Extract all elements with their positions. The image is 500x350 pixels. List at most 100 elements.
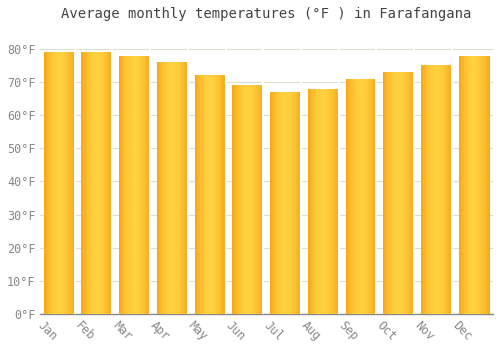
Bar (346, 79, 348, 314)
Bar (424, 65, 425, 314)
Bar (110, 52, 112, 314)
Bar (202, 75, 203, 314)
Bar (297, 92, 298, 314)
Bar (100, 52, 101, 314)
Bar (253, 85, 254, 314)
Bar (458, 56, 460, 314)
Bar (261, 85, 262, 314)
Bar (319, 89, 320, 314)
Bar (436, 65, 438, 314)
Bar (296, 92, 297, 314)
Bar (272, 92, 273, 314)
Bar (172, 62, 174, 314)
Bar (413, 72, 414, 314)
Bar (396, 72, 398, 314)
Bar (260, 85, 261, 314)
Bar (311, 89, 312, 314)
Bar (206, 75, 207, 314)
Bar (94, 52, 95, 314)
Bar (463, 56, 464, 314)
Bar (218, 75, 220, 314)
Bar (365, 79, 366, 314)
Bar (249, 85, 250, 314)
Bar (146, 56, 147, 314)
Bar (160, 62, 161, 314)
Bar (52, 52, 53, 314)
Bar (212, 75, 213, 314)
Bar (374, 79, 376, 314)
Bar (274, 92, 275, 314)
Bar (482, 56, 484, 314)
Bar (357, 79, 358, 314)
Bar (211, 75, 212, 314)
Bar (432, 65, 434, 314)
Bar (358, 79, 359, 314)
Bar (470, 56, 471, 314)
Bar (48, 52, 49, 314)
Bar (142, 56, 143, 314)
Bar (259, 85, 260, 314)
Bar (55, 52, 56, 314)
Bar (56, 52, 57, 314)
Bar (205, 75, 206, 314)
Bar (182, 62, 184, 314)
Bar (72, 52, 74, 314)
Bar (204, 75, 205, 314)
Bar (252, 85, 253, 314)
Bar (384, 72, 386, 314)
Bar (207, 75, 208, 314)
Bar (84, 52, 86, 314)
Bar (467, 56, 468, 314)
Bar (166, 62, 167, 314)
Bar (248, 85, 249, 314)
Bar (421, 65, 422, 314)
Bar (255, 85, 256, 314)
Bar (466, 56, 467, 314)
Bar (64, 52, 66, 314)
Bar (446, 65, 447, 314)
Bar (400, 72, 401, 314)
Bar (167, 62, 168, 314)
Bar (348, 79, 350, 314)
Bar (187, 62, 188, 314)
Bar (447, 65, 448, 314)
Bar (60, 52, 61, 314)
Title: Average monthly temperatures (°F ) in Farafangana: Average monthly temperatures (°F ) in Fa… (62, 7, 472, 21)
Bar (270, 92, 271, 314)
Bar (411, 72, 412, 314)
Bar (308, 89, 309, 314)
Bar (359, 79, 360, 314)
Bar (158, 62, 159, 314)
Bar (238, 85, 240, 314)
Bar (254, 85, 255, 314)
Bar (409, 72, 410, 314)
Bar (469, 56, 470, 314)
Bar (157, 62, 158, 314)
Bar (334, 89, 336, 314)
Bar (406, 72, 407, 314)
Bar (258, 85, 259, 314)
Bar (309, 89, 310, 314)
Bar (408, 72, 409, 314)
Bar (88, 52, 90, 314)
Bar (222, 75, 224, 314)
Bar (220, 75, 222, 314)
Bar (410, 72, 411, 314)
Bar (121, 56, 122, 314)
Bar (484, 56, 486, 314)
Bar (488, 56, 490, 314)
Bar (363, 79, 364, 314)
Bar (198, 75, 200, 314)
Bar (370, 79, 372, 314)
Bar (82, 52, 84, 314)
Bar (256, 85, 257, 314)
Bar (70, 52, 72, 314)
Bar (47, 52, 48, 314)
Bar (290, 92, 292, 314)
Bar (122, 56, 124, 314)
Bar (468, 56, 469, 314)
Bar (390, 72, 392, 314)
Bar (90, 52, 92, 314)
Bar (163, 62, 164, 314)
Bar (440, 65, 442, 314)
